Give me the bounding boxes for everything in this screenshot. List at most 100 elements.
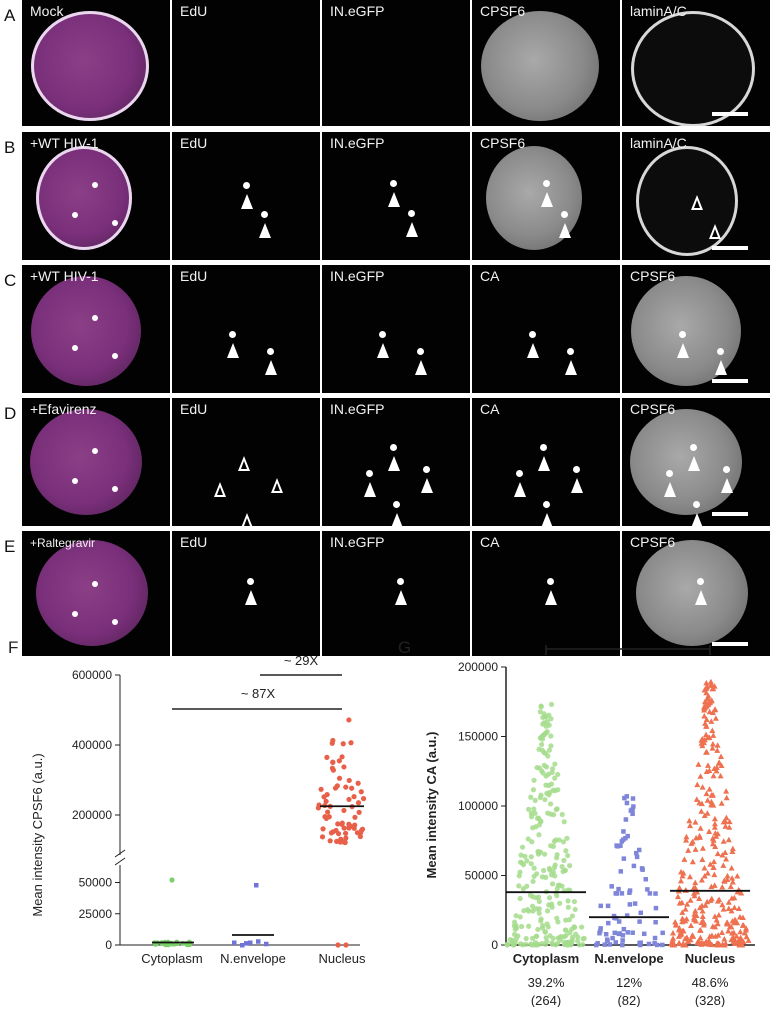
arrowhead-icon [688,456,700,471]
data-point-nucleus [698,877,705,883]
data-point-nucleus [701,873,708,879]
nucleus-image [630,409,742,515]
channel-label: EdU [180,401,208,417]
micrograph-d-2: EdU [172,398,320,526]
data-point-cytoplasm [536,910,542,916]
data-point-nenvelope [597,928,603,934]
data-point-cytoplasm [562,941,568,947]
focus-spot [92,315,98,321]
data-point-nucleus [721,935,728,942]
data-point-cytoplasm [555,787,561,793]
data-point-nenvelope [630,811,635,817]
data-point-nucleus [699,845,706,851]
arrowhead-icon [721,478,733,493]
data-point-nucleus [703,679,710,686]
focus-spot [717,348,724,355]
data-point-nucleus [714,850,721,857]
data-point-nucleus [684,901,691,907]
data-point-cytoplasm [565,898,571,904]
focus-spot [561,211,568,218]
data-point-cytoplasm [529,839,535,845]
data-point-cytoplasm [548,801,554,807]
data-point-nenvelope [627,890,632,896]
data-point-nenvelope [631,804,636,809]
nucleus-image [481,11,599,121]
data-point-nenvelope [630,796,636,801]
data-point-nucleus [719,851,726,858]
x-tick-label: Nucleus [685,951,736,966]
data-point-cytoplasm [563,927,569,933]
channel-label: IN.eGFP [330,534,385,550]
bracket-label-87x: ~ 87X [241,686,276,701]
micrograph-a-4: CPSF6 [472,0,620,126]
data-point-nucleus [723,788,730,794]
data-point-nenvelope [637,919,642,924]
data-point-nucleus [739,914,746,920]
data-point-nucleus [699,913,706,920]
data-point-nucleus [349,785,355,791]
data-point-nucleus [705,734,712,741]
channel-label: EdU [180,3,208,19]
data-point-cytoplasm [504,941,510,948]
data-point-nenvelope [660,930,665,936]
focus-spot [112,619,118,625]
data-point-nucleus [704,762,711,768]
data-point-nucleus [701,864,708,871]
data-point-nucleus [326,814,332,820]
data-point-nenvelope [254,883,259,888]
data-point-nenvelope [654,942,660,948]
channel-label: CA [480,401,500,417]
data-point-nucleus [683,837,690,843]
data-point-nucleus [679,909,686,915]
data-point-nucleus [360,796,367,802]
data-point-cytoplasm [552,775,558,781]
data-point-cytoplasm [554,806,560,812]
data-point-nucleus [712,715,719,721]
data-point-cytoplasm [516,883,522,889]
data-point-nucleus [325,809,331,815]
channel-label: Mock [30,3,64,19]
data-point-nucleus [725,836,732,843]
arrowhead-icon [388,192,400,207]
data-point-nenvelope [636,847,642,853]
arrowhead-icon [571,478,583,493]
data-point-nenvelope [621,926,627,932]
data-point-nucleus [691,911,698,917]
data-point-nucleus [697,904,704,911]
data-point-nucleus [700,921,707,928]
data-point-nucleus [708,718,715,724]
y-tick-label: 600000 [72,668,112,682]
channel-label: CA [480,534,500,550]
data-point-nucleus [692,884,699,890]
data-point-cytoplasm [537,794,543,801]
focus-spot [690,444,697,451]
data-point-cytoplasm [561,857,567,863]
nucleus-image [636,540,748,646]
micrograph-a-5: laminA/C [622,0,770,126]
open-arrowhead-icon [271,478,283,493]
data-point-nucleus [745,937,752,943]
data-point-cytoplasm [525,836,531,842]
data-point-cytoplasm [526,806,532,812]
data-point-nucleus [699,736,706,742]
data-point-cytoplasm [554,893,560,899]
significance-marker: * [625,645,630,650]
data-point-cytoplasm [536,898,542,905]
data-point-nenvelope [232,940,237,945]
arrowhead-icon [388,456,400,471]
data-point-nucleus [721,878,728,884]
focus-spot [723,466,730,473]
data-point-nucleus [722,823,729,829]
data-point-cytoplasm [524,858,530,864]
arrowhead-icon [514,482,526,497]
data-point-cytoplasm [549,941,555,947]
nucleus-image [30,409,142,515]
data-point-nucleus [723,919,730,925]
data-point-cytoplasm [533,933,539,939]
focus-spot [247,578,254,585]
data-point-nucleus [351,794,357,800]
micrograph-e-4: CA [472,531,620,656]
data-point-cytoplasm [555,919,561,925]
data-point-nucleus [718,800,725,806]
data-point-nucleus [702,902,709,908]
